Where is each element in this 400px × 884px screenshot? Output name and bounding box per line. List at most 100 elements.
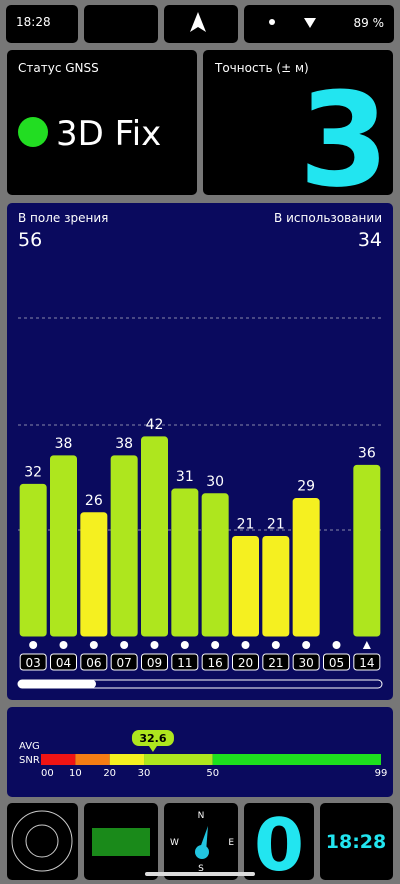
speed: 0 bbox=[254, 803, 304, 884]
sat-id: 16 bbox=[208, 656, 223, 670]
sat-marker bbox=[150, 641, 159, 649]
status-tile bbox=[84, 5, 158, 43]
snr-value: 21 bbox=[237, 516, 255, 532]
sat-id: 11 bbox=[177, 656, 192, 670]
sat-marker bbox=[59, 641, 68, 649]
clock: 18:28 bbox=[326, 831, 386, 853]
snr-label: SNR bbox=[19, 755, 40, 766]
sat-id-box bbox=[232, 653, 259, 671]
snr-value: 29 bbox=[297, 479, 315, 495]
sat-id-box bbox=[50, 653, 77, 671]
wifi-icon bbox=[304, 18, 316, 28]
snr-value: 31 bbox=[176, 469, 194, 485]
accuracy-panel bbox=[203, 50, 393, 195]
sat-id: 09 bbox=[147, 656, 162, 670]
sat-id: 21 bbox=[268, 656, 283, 670]
clock-tile[interactable] bbox=[320, 803, 393, 880]
snr-panel bbox=[7, 707, 393, 797]
compass-s: S bbox=[198, 864, 204, 874]
snr-stop: 20 bbox=[103, 768, 116, 779]
radar-tile[interactable] bbox=[7, 803, 78, 880]
snr-value: 21 bbox=[267, 516, 285, 532]
sat-id-box bbox=[323, 653, 350, 671]
grid bbox=[18, 317, 382, 531]
snr-segment bbox=[212, 754, 381, 765]
avg-value: 32.6 bbox=[139, 732, 166, 745]
sat-marker bbox=[120, 641, 129, 649]
snr-bar bbox=[171, 488, 199, 637]
speed-tile[interactable] bbox=[244, 803, 314, 880]
status-tile bbox=[244, 5, 394, 43]
snr-value: 26 bbox=[85, 493, 103, 509]
home-indicator[interactable] bbox=[145, 872, 255, 876]
snr-value: 30 bbox=[206, 474, 224, 490]
snr-segment bbox=[144, 754, 213, 765]
gnss-title: Статус GNSS bbox=[18, 61, 99, 75]
share-icon bbox=[269, 19, 275, 25]
sat-id: 03 bbox=[26, 656, 41, 670]
snr-segment bbox=[41, 754, 76, 765]
compass-e: E bbox=[228, 838, 234, 848]
snr-segment bbox=[109, 754, 145, 765]
sat-marker bbox=[180, 641, 189, 649]
sat-id-box bbox=[110, 653, 138, 671]
sat-id-box bbox=[201, 653, 229, 671]
snr-value: 38 bbox=[55, 436, 73, 452]
sat-marker bbox=[211, 641, 220, 649]
radar bbox=[25, 824, 59, 858]
sat-marker bbox=[302, 641, 311, 649]
scroll-thumb[interactable] bbox=[18, 680, 96, 688]
in-use-label: В использовании bbox=[274, 211, 382, 225]
sat-id-box bbox=[19, 653, 47, 671]
accuracy-title: Точность (± м) bbox=[214, 61, 309, 75]
sat-id: 07 bbox=[117, 656, 132, 670]
snr-segment bbox=[75, 754, 110, 765]
sat-id: 30 bbox=[299, 656, 314, 670]
in-view: 56 bbox=[18, 229, 42, 251]
sat-id-box bbox=[141, 653, 168, 671]
snr-stop: 50 bbox=[206, 768, 219, 779]
snr-stop: 99 bbox=[375, 768, 388, 779]
fix-status: 3D Fix bbox=[56, 114, 161, 154]
sat-id: 05 bbox=[329, 656, 344, 670]
snr-value: 38 bbox=[115, 436, 133, 452]
sat-id-box bbox=[292, 653, 320, 671]
snr-bar bbox=[232, 535, 259, 637]
compass-w: W bbox=[170, 838, 179, 848]
sat-id-box bbox=[171, 653, 199, 671]
snr-bar bbox=[353, 464, 381, 637]
snr-stop: 10 bbox=[69, 768, 82, 779]
world-map bbox=[92, 828, 150, 856]
avg-bubble bbox=[131, 730, 174, 746]
status-time: 18:28 bbox=[16, 15, 51, 29]
snr-bar bbox=[262, 535, 290, 637]
sat-id: 04 bbox=[56, 656, 71, 670]
in-use: 34 bbox=[358, 229, 382, 251]
compass-tile[interactable] bbox=[164, 803, 238, 880]
sat-id: 06 bbox=[86, 656, 101, 670]
snr-bar bbox=[110, 455, 138, 637]
sat-id-box bbox=[262, 653, 290, 671]
snr-value: 32 bbox=[24, 464, 42, 480]
accuracy-value: 3 bbox=[299, 64, 389, 216]
compass-n: N bbox=[198, 811, 205, 821]
sat-marker bbox=[362, 641, 371, 649]
sat-marker bbox=[29, 641, 38, 649]
sat-id-box bbox=[353, 653, 381, 671]
snr-bar bbox=[201, 493, 229, 637]
snr-bar bbox=[80, 512, 108, 637]
battery: 89 % bbox=[354, 16, 385, 30]
avg-label: AVG bbox=[19, 741, 40, 752]
radar bbox=[11, 810, 73, 872]
sat-marker bbox=[271, 641, 280, 649]
avg-pointer bbox=[148, 746, 157, 752]
sat-marker bbox=[332, 641, 341, 649]
snr-bar bbox=[50, 455, 77, 637]
sat-id-box bbox=[80, 653, 108, 671]
fix-indicator bbox=[18, 117, 48, 147]
in-view-label: В поле зрения bbox=[18, 211, 108, 225]
sat-marker bbox=[89, 641, 98, 649]
sat-id: 14 bbox=[359, 656, 374, 670]
